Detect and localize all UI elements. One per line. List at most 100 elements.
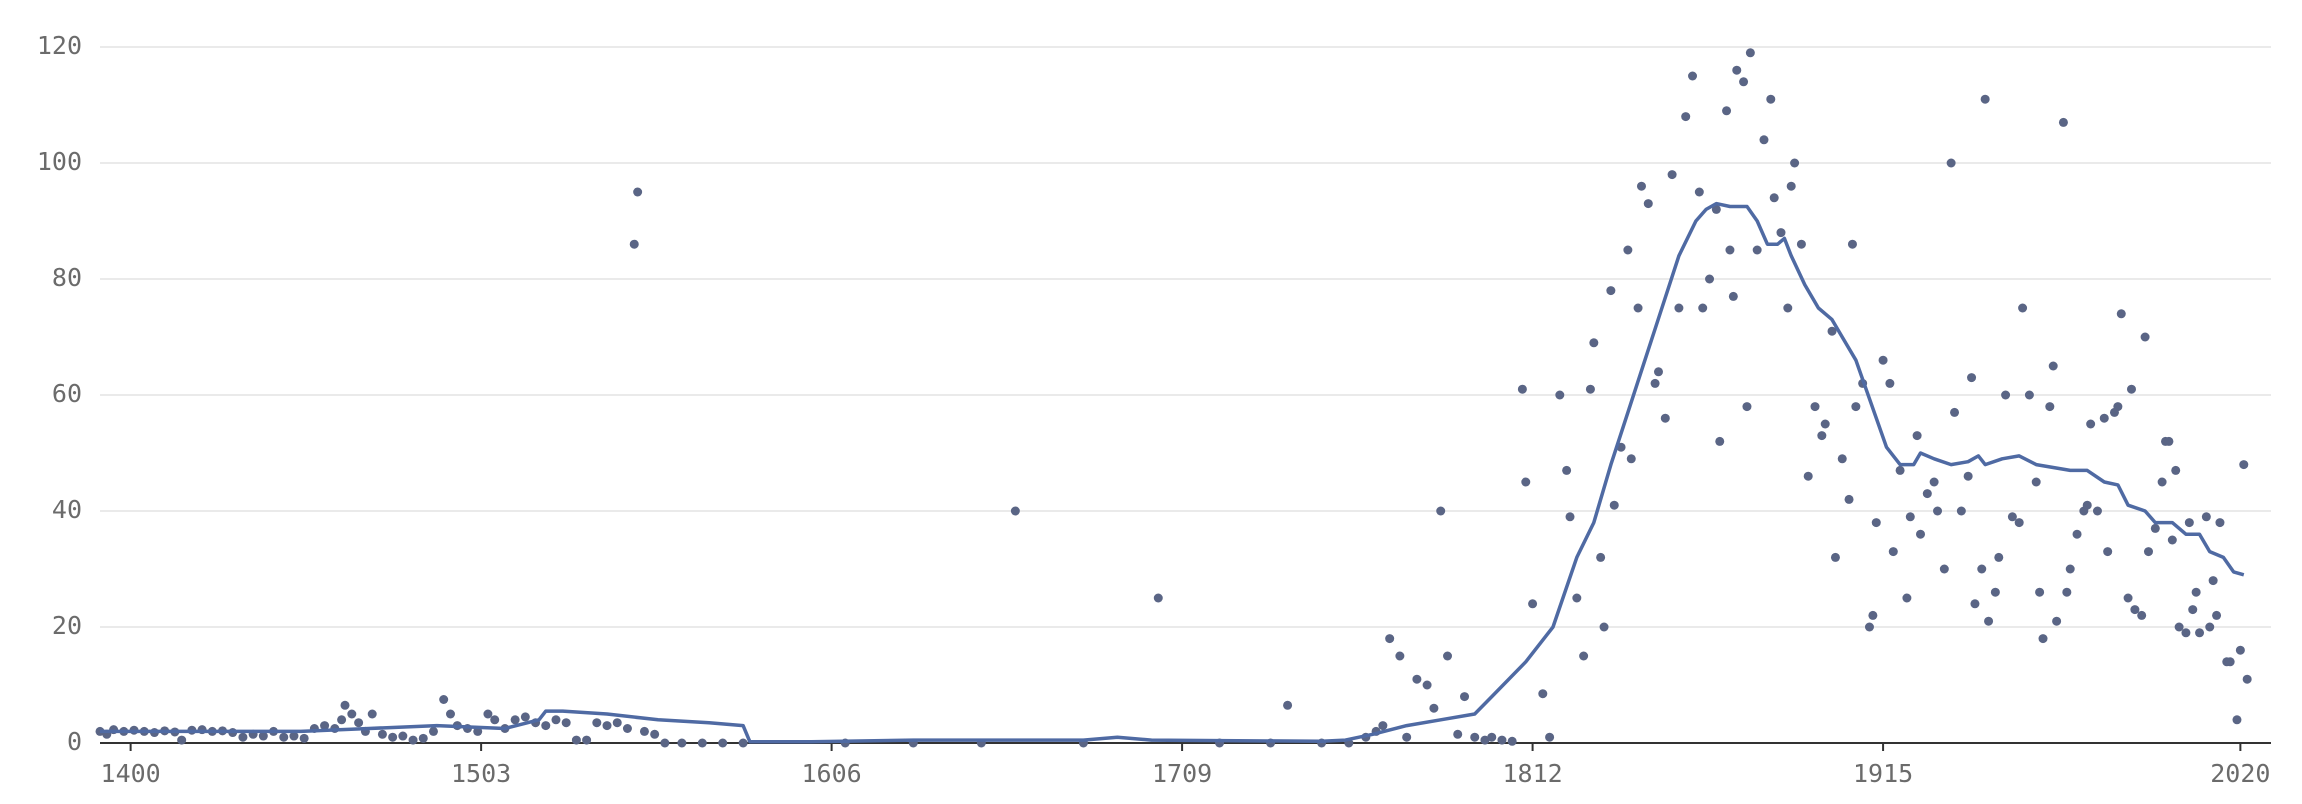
point bbox=[1732, 65, 1742, 75]
point bbox=[1946, 158, 1956, 168]
point bbox=[1153, 593, 1163, 603]
point bbox=[2191, 587, 2201, 597]
point bbox=[2065, 564, 2075, 574]
point bbox=[1422, 680, 1432, 690]
point bbox=[592, 718, 602, 728]
point bbox=[2150, 523, 2160, 533]
y-tick-label: 20 bbox=[52, 611, 82, 640]
point bbox=[2232, 715, 2242, 725]
point bbox=[2208, 576, 2218, 586]
point bbox=[1776, 228, 1786, 238]
point bbox=[551, 715, 561, 725]
point bbox=[2130, 605, 2140, 615]
point bbox=[1010, 506, 1020, 516]
point bbox=[2171, 465, 2181, 475]
point bbox=[1864, 622, 1874, 632]
point bbox=[1905, 512, 1915, 522]
point bbox=[1694, 187, 1704, 197]
point bbox=[602, 721, 612, 731]
point bbox=[2126, 384, 2136, 394]
point bbox=[510, 715, 520, 725]
point bbox=[1871, 518, 1881, 528]
point bbox=[1783, 303, 1793, 313]
point bbox=[697, 738, 707, 748]
point bbox=[2031, 477, 2041, 487]
point bbox=[2239, 460, 2249, 470]
point bbox=[622, 724, 632, 733]
point bbox=[2212, 610, 2222, 620]
point bbox=[1565, 512, 1575, 522]
point bbox=[1950, 407, 1960, 417]
point bbox=[428, 726, 438, 736]
point bbox=[2116, 309, 2126, 319]
point bbox=[2072, 529, 2082, 539]
point bbox=[1922, 489, 1932, 499]
point bbox=[2038, 634, 2048, 644]
point bbox=[2062, 587, 2072, 597]
point bbox=[1803, 471, 1813, 481]
point bbox=[1977, 564, 1987, 574]
x-tick-label: 2020 bbox=[2210, 759, 2270, 788]
x-tick-label: 1400 bbox=[101, 759, 161, 788]
point bbox=[2099, 413, 2109, 423]
point bbox=[718, 738, 728, 748]
y-tick-label: 60 bbox=[52, 379, 82, 408]
point bbox=[279, 732, 289, 742]
point bbox=[1851, 402, 1861, 412]
point bbox=[1817, 431, 1827, 441]
point bbox=[1623, 245, 1633, 255]
point bbox=[1453, 729, 1463, 739]
point bbox=[2086, 419, 2096, 429]
point bbox=[1796, 239, 1806, 249]
point bbox=[1538, 689, 1548, 699]
point bbox=[1912, 431, 1922, 441]
point bbox=[1830, 552, 1840, 562]
point bbox=[1963, 471, 1973, 481]
point bbox=[1606, 286, 1616, 296]
point bbox=[1820, 419, 1830, 429]
y-tick-label: 120 bbox=[37, 31, 82, 60]
point bbox=[2018, 303, 2028, 313]
point bbox=[2123, 593, 2133, 603]
point bbox=[2157, 477, 2167, 487]
x-tick-label: 1503 bbox=[451, 759, 511, 788]
y-tick-label: 100 bbox=[37, 147, 82, 176]
point bbox=[1470, 732, 1480, 742]
point bbox=[1970, 599, 1980, 609]
point bbox=[1885, 378, 1895, 388]
point bbox=[367, 709, 377, 719]
point bbox=[1653, 367, 1663, 377]
point bbox=[1545, 732, 1555, 742]
point bbox=[347, 709, 357, 719]
point bbox=[1725, 245, 1735, 255]
point bbox=[1990, 587, 2000, 597]
point bbox=[1643, 199, 1653, 209]
point bbox=[1436, 506, 1446, 516]
y-tick-label: 40 bbox=[52, 495, 82, 524]
point bbox=[490, 715, 500, 725]
point bbox=[483, 709, 493, 719]
point bbox=[1460, 692, 1470, 702]
point bbox=[177, 735, 187, 745]
trend-line bbox=[100, 201, 2245, 744]
point bbox=[1378, 721, 1388, 731]
point bbox=[1507, 736, 1517, 746]
point bbox=[1572, 593, 1582, 603]
point bbox=[439, 695, 449, 704]
point bbox=[1967, 373, 1977, 383]
point bbox=[1443, 651, 1453, 661]
point bbox=[1681, 112, 1691, 122]
point bbox=[2184, 518, 2194, 528]
point bbox=[1579, 651, 1589, 661]
point bbox=[2164, 436, 2174, 446]
x-tick-label: 1606 bbox=[801, 759, 861, 788]
point bbox=[1766, 94, 1776, 104]
point bbox=[1555, 390, 1565, 400]
point bbox=[1636, 181, 1646, 191]
point bbox=[1633, 303, 1643, 313]
point bbox=[1895, 465, 1905, 475]
point bbox=[2082, 500, 2092, 510]
point bbox=[2007, 512, 2017, 522]
point bbox=[1562, 465, 1572, 475]
point bbox=[1837, 454, 1847, 464]
